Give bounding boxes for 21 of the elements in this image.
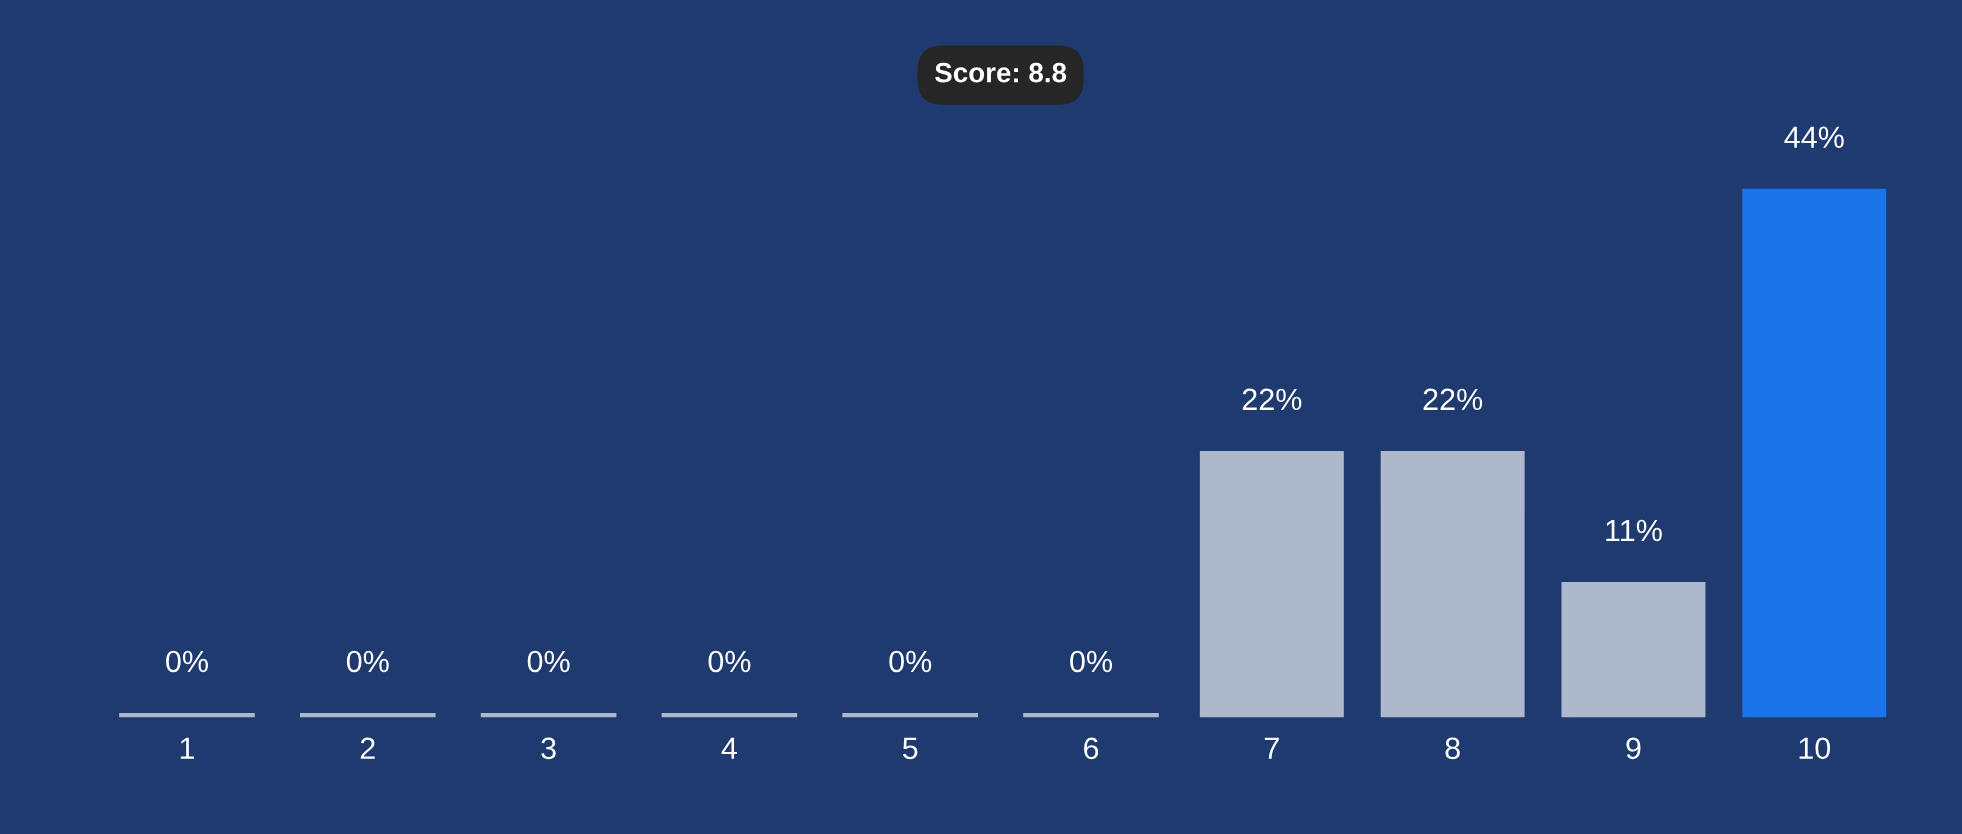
x-tick-label: 7 [1264,737,1279,759]
x-tick-label: 4 [721,737,738,759]
data-label: 0% [708,650,751,673]
data-label: 44% [1784,126,1844,148]
x-tick-label: 6 [1084,737,1099,760]
data-label: 22% [1423,388,1483,411]
data-label: 0% [166,650,208,673]
x-tick-label: 1 [180,737,194,759]
data-label: 22% [1242,388,1302,411]
x-tick-label: 10 [1799,737,1831,760]
x-tick-label: 5 [902,737,918,760]
data-label: 0% [889,650,932,673]
data-label: 11% [1606,519,1662,542]
x-tick-label: 8 [1445,737,1460,760]
x-tick-label: 2 [360,737,375,759]
data-label: 0% [527,650,570,673]
data-label: 0% [346,650,389,673]
x-tick-label: 9 [1626,737,1641,760]
x-tick-label: 3 [541,737,556,760]
chart-title: Score: 8.8 [935,62,1067,83]
data-label: 0% [1070,650,1113,673]
